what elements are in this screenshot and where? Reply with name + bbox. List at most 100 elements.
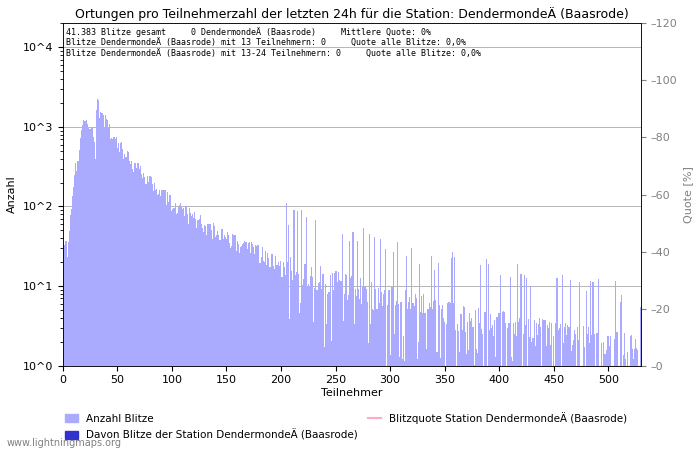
Title: Ortungen pro Teilnehmerzahl der letzten 24h für die Station: DendermondeÄ (Baasr: Ortungen pro Teilnehmerzahl der letzten … [75,7,629,21]
Bar [556,278,558,450]
Bar [554,365,555,450]
Bar [221,229,223,450]
Bar [225,237,226,450]
Bar [622,365,623,450]
Bar [113,137,115,450]
Bar [164,190,166,450]
Bar [285,275,286,450]
Bar [316,290,318,450]
Bar [465,332,466,450]
Bar [355,289,356,450]
Bar [490,315,491,450]
Bar [469,313,470,450]
Bar [69,231,70,450]
Bar [153,191,154,450]
Text: 41.383 Blitze gesamt     0 DendermondeÄ (Baasrode)     Mittlere Quote: 0%
Blitze: 41.383 Blitze gesamt 0 DendermondeÄ (Baa… [66,27,481,58]
Bar [573,340,574,450]
Bar [610,336,611,450]
Bar [435,300,436,450]
Bar [586,292,587,450]
Bar [346,275,347,450]
Bar [451,258,452,450]
Bar [118,144,119,450]
Bar [606,350,607,450]
Bar [152,184,153,450]
Bar [424,313,426,450]
Bar [199,215,201,450]
Bar [139,166,141,450]
Bar [360,278,361,450]
Bar [574,330,575,450]
Bar [391,287,392,450]
Bar [95,159,96,450]
Bar [183,207,184,450]
Bar [102,115,104,450]
Bar [373,310,374,450]
Bar [308,284,309,450]
Bar [214,226,215,450]
Bar [63,244,64,450]
Bar [115,140,116,450]
Bar [218,235,219,450]
Bar [211,239,213,450]
Bar [476,349,477,450]
Bar [192,214,193,450]
Bar [86,120,88,450]
Bar [290,257,291,450]
Bar [251,242,252,450]
Bar [428,309,429,450]
Bar [510,357,512,450]
Bar [600,365,601,450]
Bar [392,287,393,450]
Bar [385,249,386,450]
Bar [441,309,442,450]
Bar [560,324,561,450]
Bar [386,365,387,450]
Y-axis label: Anzahl: Anzahl [7,176,17,213]
Bar [227,232,228,450]
Bar [582,326,584,450]
Bar [400,302,402,450]
Bar [384,289,385,450]
Bar [272,254,273,450]
Bar [431,256,432,450]
Bar [97,99,98,450]
Bar [206,235,207,450]
Bar [471,318,472,450]
Bar [83,120,84,450]
Bar [172,209,174,450]
Bar [350,278,351,450]
Bar [166,205,167,450]
Bar [541,365,542,450]
Bar [309,286,310,450]
Bar [169,195,170,450]
Bar [430,307,431,450]
Bar [459,352,461,450]
Bar [535,346,536,450]
Bar [426,309,428,450]
Bar [537,335,538,450]
Bar [295,272,297,450]
Bar [406,256,407,450]
Bar [182,209,183,450]
Bar [506,365,507,450]
Bar [224,234,225,450]
Bar [134,163,135,450]
Bar [395,305,396,450]
Bar [362,287,363,450]
Bar [187,215,188,450]
Bar [64,245,66,450]
Bar [627,352,629,450]
Bar [445,365,447,450]
Bar [178,207,179,450]
Bar [105,115,106,450]
Bar [636,348,637,450]
Bar [354,324,355,450]
Bar [237,241,238,450]
Bar [116,137,117,450]
Bar [130,164,131,450]
Bar [338,272,339,450]
Bar [129,162,130,450]
Bar [617,365,619,450]
Bar [135,163,136,450]
